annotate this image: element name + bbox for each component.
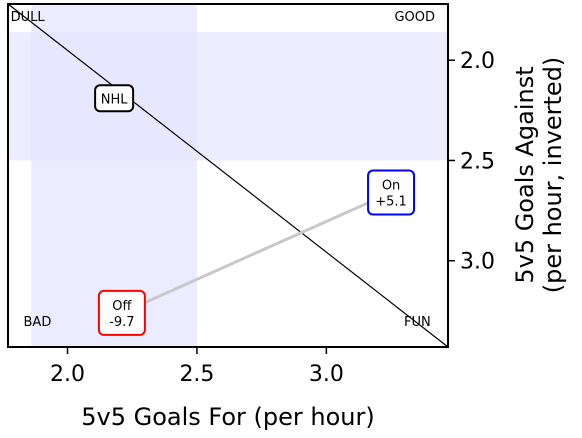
quadrant-label-good: GOOD — [394, 10, 435, 25]
y-tick-label: 2.5 — [460, 149, 495, 174]
y-tick-label: 2.0 — [460, 49, 495, 74]
x-tick-label: 2.5 — [179, 362, 214, 387]
data-point-label: -9.7 — [109, 315, 134, 330]
data-point-label: +5.1 — [375, 195, 407, 210]
data-point-label: NHL — [101, 92, 129, 107]
data-point-box — [367, 169, 416, 216]
x-tick-label: 2.0 — [50, 362, 85, 387]
y-axis-label-line: 5v5 Goals Against — [511, 66, 539, 283]
data-point-box — [94, 84, 135, 113]
x-axis-label: 5v5 Goals For (per hour) — [81, 403, 374, 431]
quadrant-label-fun: FUN — [404, 315, 431, 330]
data-point-label: Off — [112, 299, 132, 314]
plot-frame — [7, 3, 449, 348]
y-axis-label: 5v5 Goals Against(per hour, inverted) — [511, 57, 567, 294]
y-axis-label-line: (per hour, inverted) — [539, 57, 567, 294]
on-off-connector — [121, 191, 392, 315]
quadrant-label-dull: DULL — [11, 10, 46, 25]
x-tick-label: 3.0 — [309, 362, 344, 387]
quadrant-label-bad: BAD — [24, 315, 52, 330]
y-tick-label: 3.0 — [460, 250, 495, 275]
shaded-region-1 — [8, 32, 448, 161]
data-point-label: On — [382, 179, 400, 194]
reference-line — [7, 3, 449, 348]
data-point-box — [97, 289, 146, 336]
